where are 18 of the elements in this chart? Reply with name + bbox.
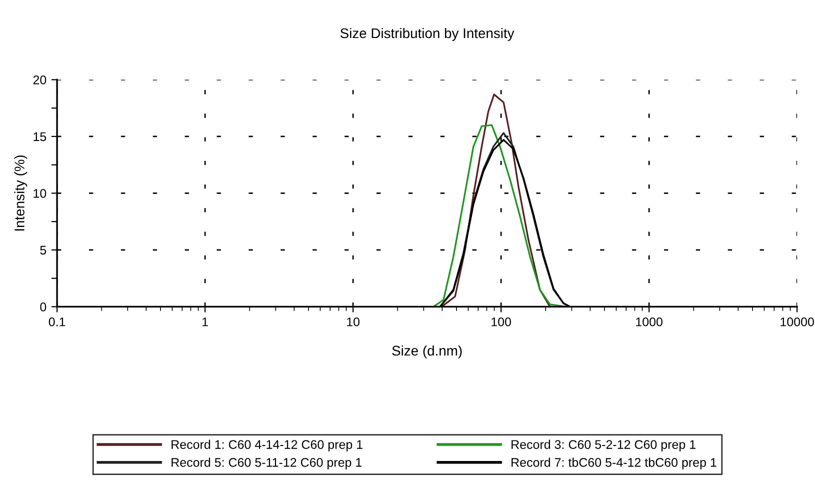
legend-label: Record 7: tbC60 5-4-12 tbC60 prep 1 [512,458,716,470]
y-tick-label: 5 [40,246,46,255]
x-tick-label: 100 [492,317,511,326]
y-tick-label: 0 [40,302,46,312]
x-tick-label: 10 [347,317,360,326]
x-tick-label: 1 [202,318,208,326]
legend-label: Record 5: C60 5-11-12 C60 prep 1 [172,458,362,470]
x-axis-title: Size (d.nm) [392,345,462,358]
y-tick-label: 20 [33,75,46,84]
y-axis-title: Intensity (%) [14,155,28,231]
x-tick-label: 0.1 [48,317,66,326]
x-tick-label: 1000 [636,317,662,326]
legend-label: Record 1: C60 4-14-12 C60 prep 1 [172,440,362,452]
legend-label: Record 3: C60 5-2-12 C60 prep 1 [512,440,696,452]
y-tick-label: 10 [34,189,46,198]
x-tick-label: 10000 [780,317,814,326]
y-tick-label: 15 [34,132,46,142]
chart-title: Size Distribution by Intensity [340,28,514,41]
